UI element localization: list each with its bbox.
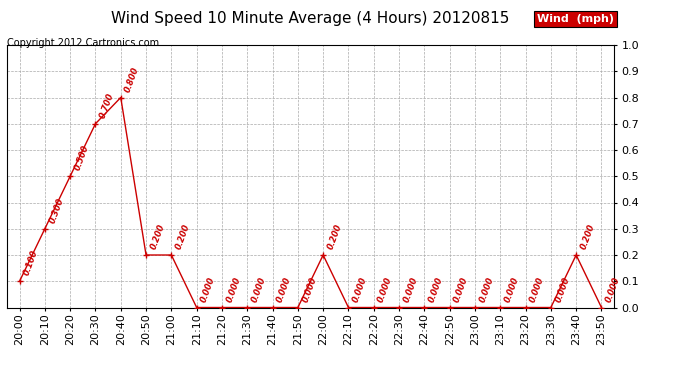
Text: 0.000: 0.000 xyxy=(351,275,368,303)
Text: Wind Speed 10 Minute Average (4 Hours) 20120815: Wind Speed 10 Minute Average (4 Hours) 2… xyxy=(111,11,510,26)
Text: 0.000: 0.000 xyxy=(529,275,546,303)
Text: 0.100: 0.100 xyxy=(22,249,40,277)
Text: 0.200: 0.200 xyxy=(174,223,192,251)
Text: 0.700: 0.700 xyxy=(98,92,116,120)
Text: 0.000: 0.000 xyxy=(301,275,318,303)
Text: 0.000: 0.000 xyxy=(225,275,242,303)
Text: 0.000: 0.000 xyxy=(199,275,217,303)
Text: 0.000: 0.000 xyxy=(427,275,444,303)
Text: 0.000: 0.000 xyxy=(377,275,394,303)
Text: 0.200: 0.200 xyxy=(579,223,596,251)
Text: 0.200: 0.200 xyxy=(326,223,344,251)
Text: 0.000: 0.000 xyxy=(402,275,420,303)
Text: 0.500: 0.500 xyxy=(73,144,90,172)
Text: 0.000: 0.000 xyxy=(604,275,622,303)
Text: 0.000: 0.000 xyxy=(553,275,571,303)
Text: 0.000: 0.000 xyxy=(477,275,495,303)
Text: 0.000: 0.000 xyxy=(275,275,293,303)
Text: 0.800: 0.800 xyxy=(124,65,141,93)
Text: 0.000: 0.000 xyxy=(453,275,470,303)
Text: 0.200: 0.200 xyxy=(149,223,166,251)
Text: Copyright 2012 Cartronics.com: Copyright 2012 Cartronics.com xyxy=(7,38,159,48)
Text: Wind  (mph): Wind (mph) xyxy=(537,14,614,24)
Text: 0.300: 0.300 xyxy=(48,196,65,225)
Text: 0.000: 0.000 xyxy=(250,275,268,303)
Text: 0.000: 0.000 xyxy=(503,275,520,303)
